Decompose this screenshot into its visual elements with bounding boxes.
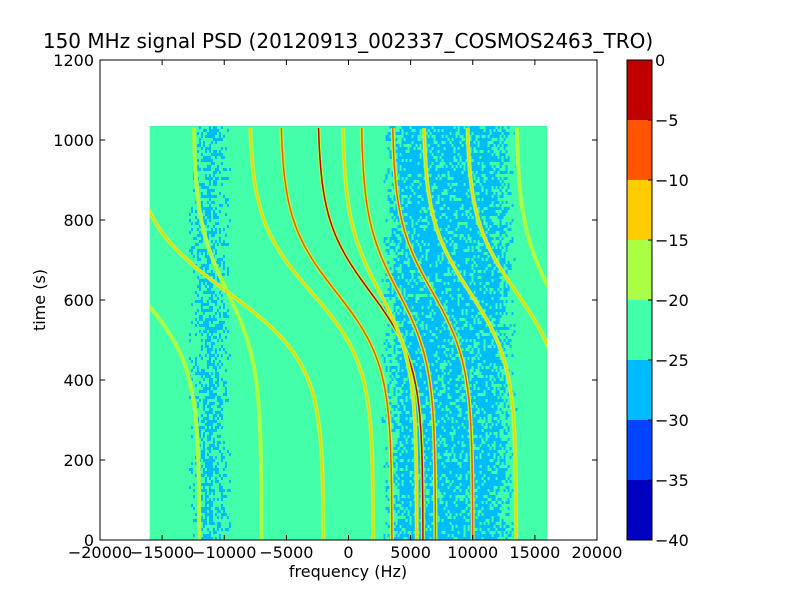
colorbar-level: [627, 240, 652, 300]
doppler-trace-core: [360, 127, 437, 540]
x-tick-label: 10000: [447, 543, 498, 562]
doppler-trace-core: [516, 127, 548, 288]
y-tick-label: 1200: [53, 51, 94, 70]
x-axis-label: frequency (Hz): [289, 562, 407, 581]
colorbar-tick-label: −35: [655, 471, 689, 490]
doppler-trace-core: [280, 127, 393, 540]
colorbar: 0 −5 −10 −15 −20 −25 −30 −35 −40: [626, 51, 689, 550]
colorbar-tick-label: 0: [655, 51, 665, 70]
y-tick-label: 0: [84, 531, 94, 550]
plot-area: −20000−15000−10000 −5000 0 5000 10000 15000 20…: [53, 51, 622, 562]
doppler-trace-core: [466, 127, 548, 347]
colorbar-level: [627, 120, 652, 180]
y-tick-label: 600: [63, 291, 94, 310]
colorbar-level: [627, 300, 652, 360]
colorbar-level: [627, 60, 652, 120]
colorbar-level: [627, 180, 652, 240]
colorbar-level: [627, 360, 652, 420]
x-tick-label: 0: [343, 543, 353, 562]
y-tick-label: 400: [63, 371, 94, 390]
y-tick-label: 200: [63, 451, 94, 470]
colorbar-tick-label: −20: [655, 291, 689, 310]
doppler-trace-core: [149, 209, 325, 540]
colorbar-tick-label: −25: [655, 351, 689, 370]
chart-title: 150 MHz signal PSD (20120913_002337_COSM…: [43, 29, 653, 53]
heatmap-cells: [188, 126, 518, 540]
doppler-trace-core: [193, 127, 263, 540]
y-axis-label: time (s): [30, 269, 49, 331]
colorbar-tick-label: −30: [655, 411, 689, 430]
doppler-trace-core: [149, 305, 201, 540]
x-tick-label: −20000: [68, 543, 132, 562]
x-tick-label: −15000: [130, 543, 194, 562]
y-tick-label: 1000: [53, 131, 94, 150]
x-tick-label: 15000: [509, 543, 560, 562]
colorbar-tick-label: −5: [655, 111, 679, 130]
x-tick-label: 5000: [390, 543, 431, 562]
colorbar-level: [627, 480, 652, 540]
doppler-trace-core: [249, 127, 374, 540]
x-tick-label: −10000: [192, 543, 256, 562]
colorbar-tick-label: −10: [655, 171, 689, 190]
colorbar-tick-label: −15: [655, 231, 689, 250]
colorbar-tick-label: −40: [655, 531, 689, 550]
doppler-trace-core: [423, 127, 517, 540]
x-tick-label: −5000: [259, 543, 313, 562]
colorbar-level: [627, 420, 652, 480]
doppler-trace-core: [342, 127, 418, 540]
x-tick-label: 20000: [572, 543, 623, 562]
y-tick-label: 800: [63, 211, 94, 230]
doppler-trace-core: [392, 127, 474, 540]
